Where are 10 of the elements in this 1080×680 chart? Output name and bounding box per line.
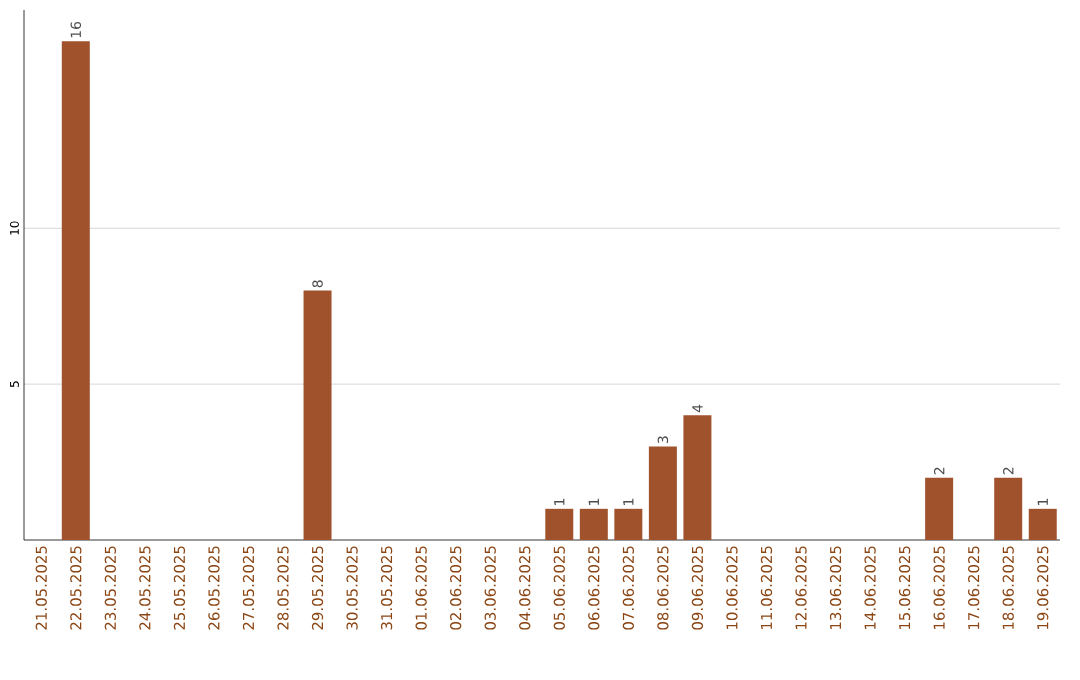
- bar: [545, 508, 574, 540]
- bar: [1028, 508, 1057, 540]
- bar: [925, 477, 954, 540]
- bar: [579, 508, 608, 540]
- bar: [683, 415, 712, 540]
- bar: [303, 290, 332, 540]
- bar: [61, 41, 90, 540]
- bar: [994, 477, 1023, 540]
- bar: [648, 446, 677, 540]
- bar: [614, 508, 643, 540]
